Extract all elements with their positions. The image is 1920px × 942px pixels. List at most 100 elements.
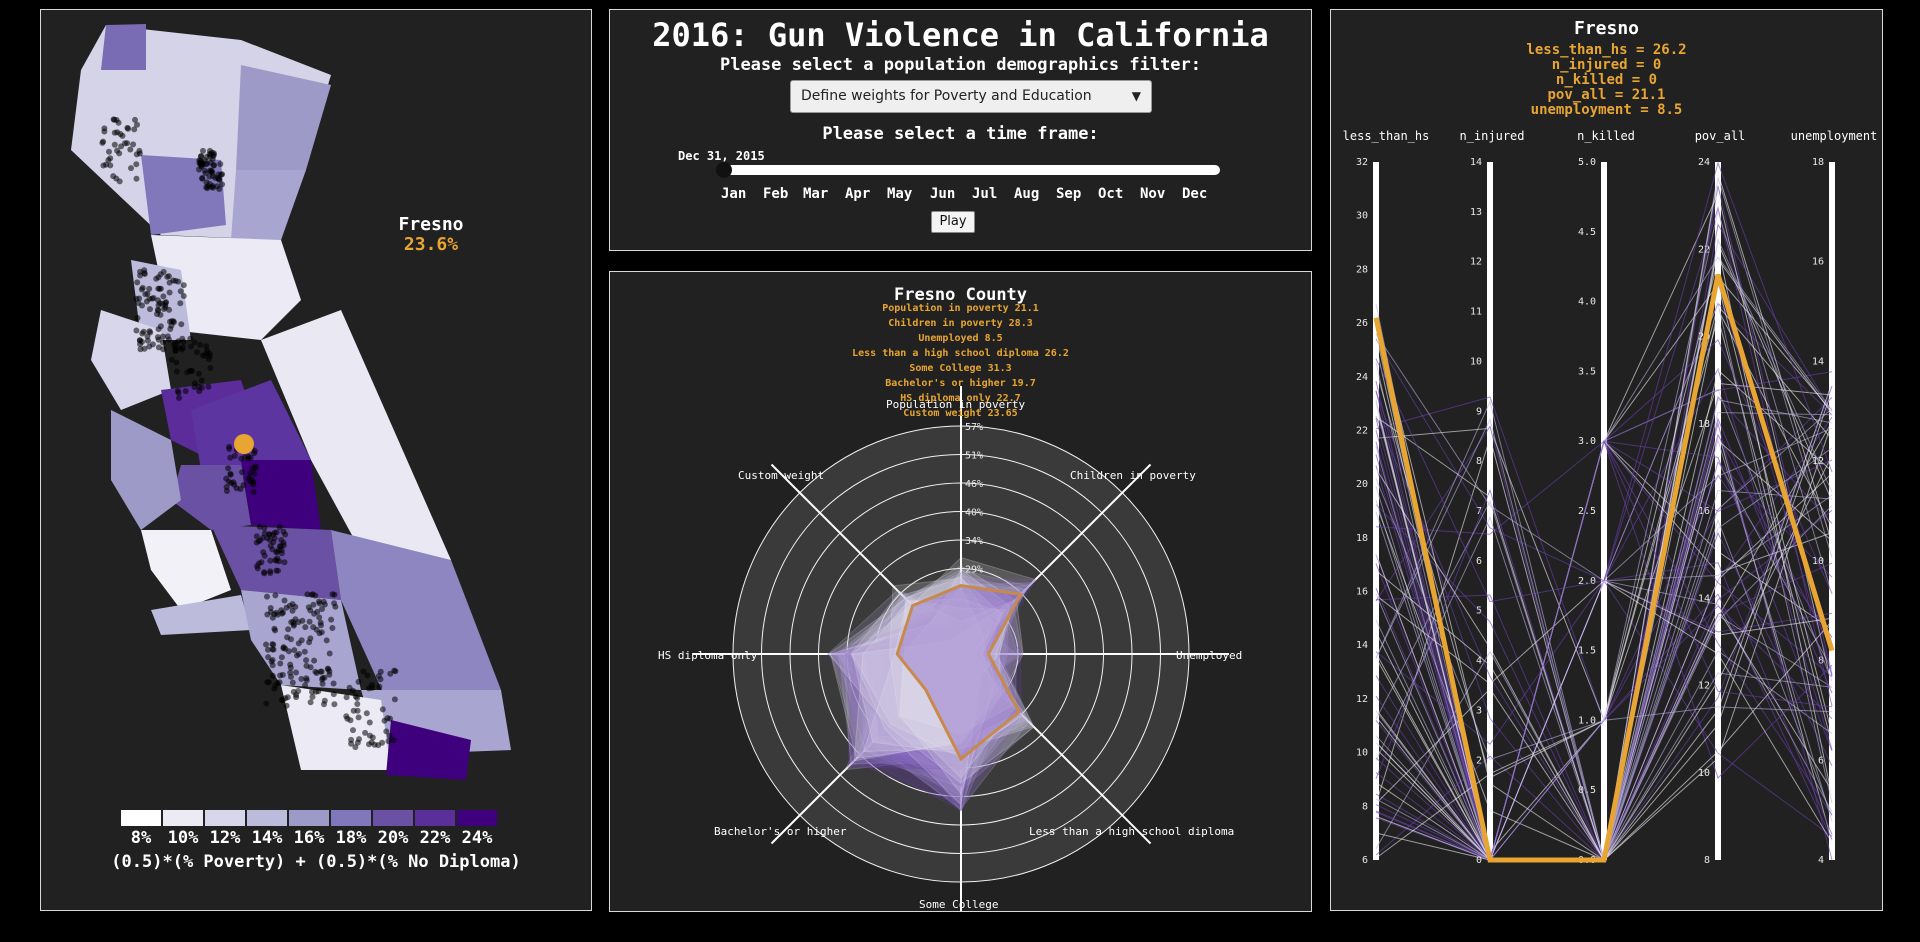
radar-county-shape [844, 622, 987, 812]
incident-dot [383, 728, 390, 735]
time-slider-track[interactable] [720, 165, 1220, 175]
incident-dot [103, 161, 110, 168]
incident-dot [272, 592, 279, 599]
pc-tick-label: 16 [1812, 257, 1824, 268]
radar-panel: 23% 29% 34% 40% 46% 51% 57% Fresno County Popu… [609, 271, 1312, 912]
county-santa-barbara[interactable] [151, 595, 251, 635]
incident-dot [146, 285, 153, 292]
incident-dot [261, 525, 268, 532]
radar-county-shape [880, 611, 1035, 792]
incident-dot [267, 570, 274, 576]
incident-dot [247, 454, 254, 461]
county-tulare[interactable] [241, 460, 321, 530]
legend-swatch [205, 810, 245, 826]
pc-stat: less_than_hs = 26.2 [1526, 42, 1687, 58]
play-button[interactable]: Play [931, 211, 975, 233]
incident-dot [142, 291, 149, 298]
county-monterey[interactable] [111, 410, 181, 530]
radar-county-shape [870, 572, 1030, 810]
time-slider-handle[interactable] [716, 162, 732, 178]
county-fresno[interactable] [191, 380, 311, 480]
incident-dot [223, 475, 230, 482]
incident-dot [293, 694, 300, 701]
county-del-norte[interactable] [101, 24, 146, 70]
pc-tick-label: 14 [1470, 157, 1482, 168]
incident-dot [223, 484, 230, 490]
incident-dot [267, 557, 274, 564]
pc-tick-label: 12 [1356, 694, 1368, 705]
county-imperial[interactable] [386, 720, 471, 780]
legend-label: 22% [419, 828, 451, 848]
incident-dot [128, 165, 134, 172]
county-lassen[interactable] [231, 170, 306, 240]
incident-dot [137, 272, 144, 279]
month-label: Jan [721, 186, 747, 202]
incident-dot [309, 591, 316, 598]
county-san-bernardino[interactable] [331, 530, 501, 710]
incident-dot [241, 454, 248, 461]
incident-dot [377, 668, 384, 675]
incident-dot [269, 646, 276, 653]
county-sierra-foothills[interactable] [151, 235, 301, 340]
incident-dot [323, 637, 330, 644]
month-label: Sep [1056, 186, 1082, 202]
radar-county-shape [862, 597, 997, 788]
incident-dot [101, 128, 108, 135]
county-modoc[interactable] [236, 65, 331, 170]
incident-dot [331, 600, 338, 607]
incident-dot [269, 672, 276, 679]
incident-dot [132, 116, 138, 123]
incident-dot [205, 356, 212, 363]
demographics-filter-select[interactable]: Define weights for Poverty and Education… [790, 80, 1152, 113]
legend-swatch [163, 810, 203, 826]
parallel-coordinates-chart[interactable]: 3230282624222018161412108614131211109876… [1331, 10, 1883, 911]
incident-dot [302, 624, 309, 631]
incident-dot [113, 117, 120, 123]
county-central-east[interactable] [261, 310, 451, 570]
radar-ring-label: 57% [965, 422, 983, 433]
pc-county-line [1375, 161, 1833, 603]
radar-stat: HS diploma only 22.7 [900, 393, 1021, 404]
radar-chart[interactable]: 23% 29% 34% 40% 46% 51% 57% [610, 272, 1312, 912]
incident-dot [182, 388, 189, 395]
pc-tick-label: 30 [1356, 211, 1368, 222]
incident-dot [271, 529, 278, 536]
incident-dot [271, 625, 278, 632]
county-slo[interactable] [141, 530, 231, 610]
radar-stat: Custom weight 23.65 [903, 408, 1018, 419]
legend-swatch [247, 810, 287, 826]
incident-dot [160, 339, 166, 346]
radar-county-shape [847, 601, 1023, 770]
radar-county-shape [850, 590, 1000, 812]
month-label: May [887, 186, 913, 202]
incident-dot [155, 297, 161, 304]
incident-dot [326, 650, 333, 657]
incident-dot [137, 346, 144, 353]
incident-dot [303, 662, 310, 669]
month-label: Jul [972, 186, 998, 202]
incident-dot [196, 370, 202, 377]
incident-dot [205, 383, 212, 390]
radar-county-shape [889, 577, 1016, 779]
incident-dot [263, 641, 269, 648]
pc-axis-label: unemployment [1790, 129, 1878, 143]
pc-tick-label: 8 [1704, 855, 1710, 866]
incident-dot [281, 597, 288, 604]
radar-axis-label: Children in poverty [1070, 469, 1196, 482]
county-kings[interactable] [171, 465, 251, 530]
incident-dot [164, 273, 171, 280]
california-map[interactable] [41, 10, 592, 911]
radar-county-shape [850, 591, 1016, 806]
radar-ring-label: 51% [965, 451, 983, 462]
county-san-diego[interactable] [281, 685, 391, 770]
pc-tick-label: 3.5 [1578, 366, 1596, 377]
incident-dot [207, 167, 213, 174]
pc-tick-label: 2.0 [1578, 576, 1596, 587]
incident-dot [392, 668, 399, 675]
radar-axis-label: Custom weight [738, 469, 825, 482]
radar-county-shape [836, 597, 1008, 813]
legend-label: 14% [251, 828, 283, 848]
pc-tick-label: 18 [1812, 157, 1824, 168]
incident-dot [266, 531, 273, 538]
selected-county-marker[interactable] [234, 434, 254, 454]
